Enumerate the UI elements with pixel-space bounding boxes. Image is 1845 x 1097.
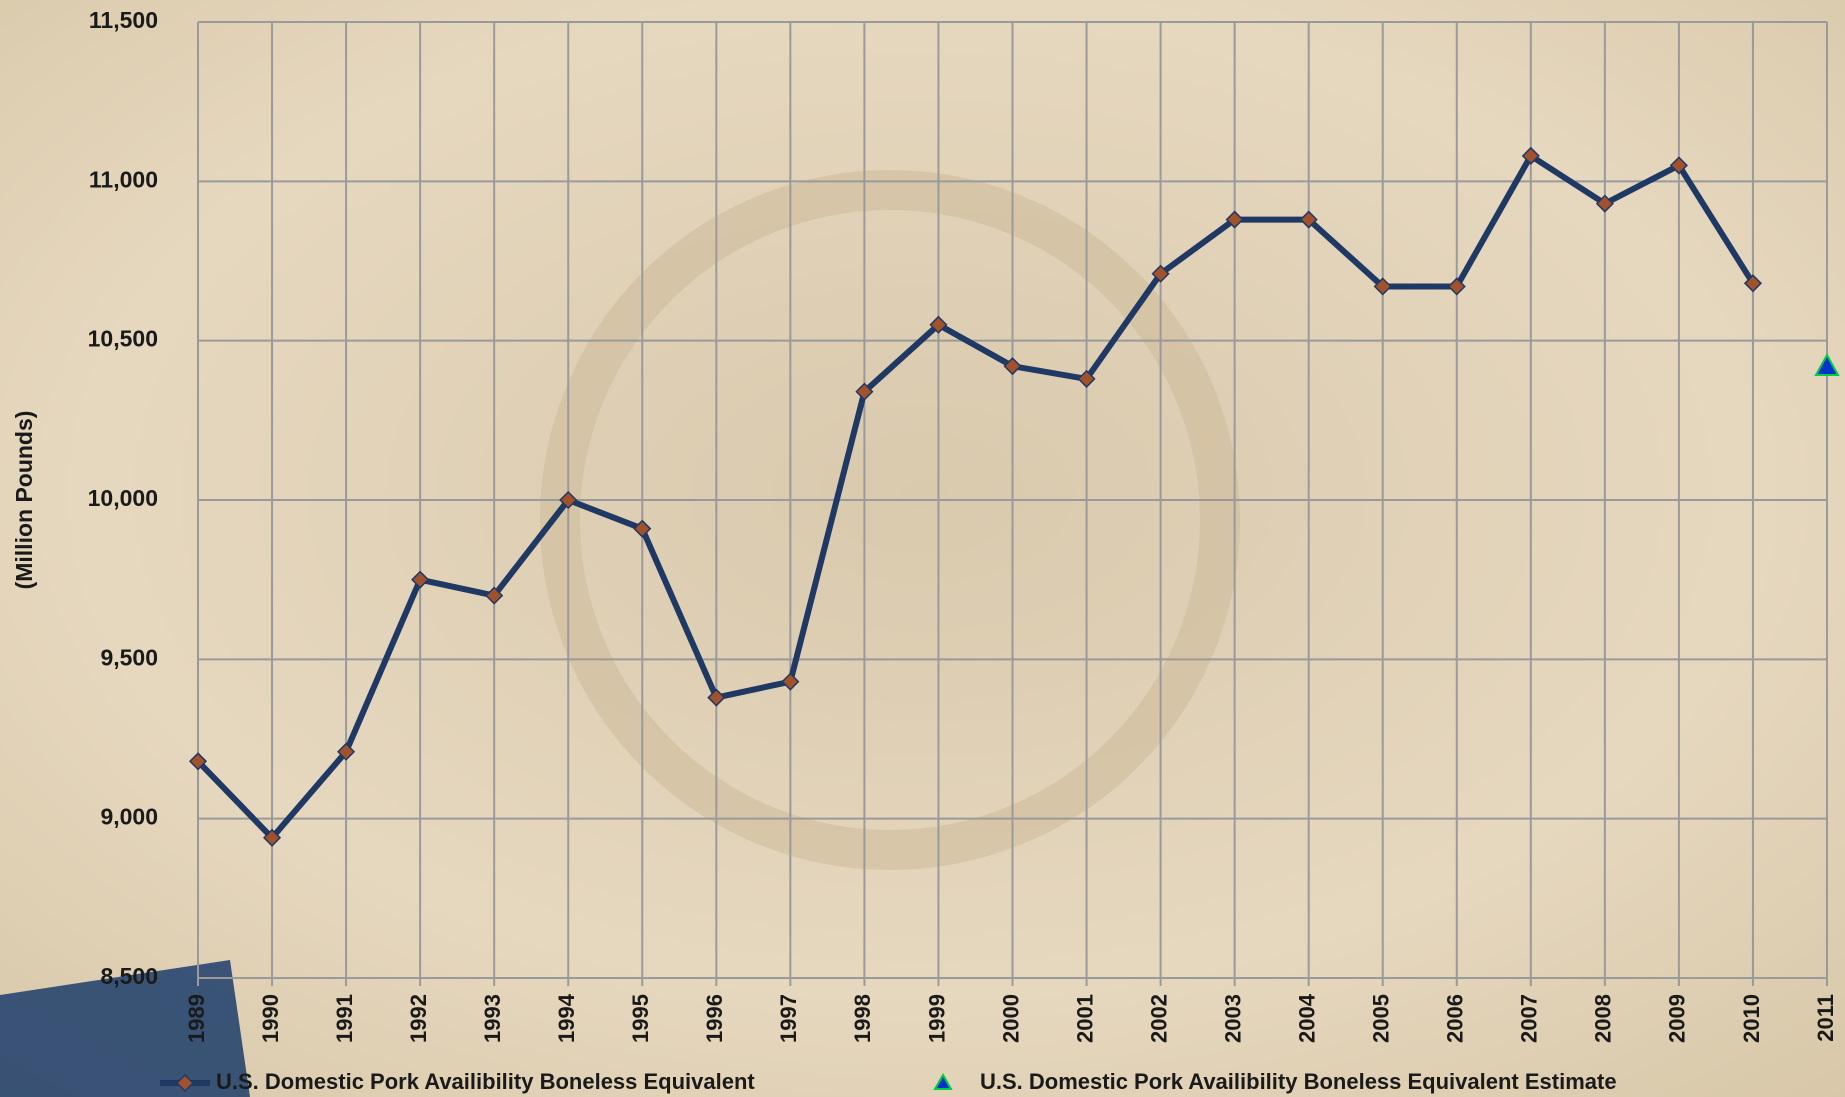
x-tick-label: 1999 (924, 994, 949, 1043)
x-tick-label: 2007 (1517, 994, 1542, 1043)
x-tick-label: 2009 (1665, 994, 1690, 1043)
x-tick-label: 1991 (332, 994, 357, 1043)
y-tick-label: 11,000 (89, 166, 158, 192)
x-tick-label: 2003 (1220, 994, 1245, 1043)
y-tick-label: 11,500 (89, 7, 158, 33)
x-tick-label: 1993 (480, 994, 505, 1043)
x-tick-label: 2005 (1369, 994, 1394, 1043)
x-tick-label: 2004 (1294, 993, 1319, 1043)
legend-label: U.S. Domestic Pork Availibility Boneless… (980, 1069, 1617, 1094)
x-tick-label: 1994 (554, 993, 579, 1043)
y-tick-label: 9,000 (100, 804, 158, 830)
legend-label: U.S. Domestic Pork Availibility Boneless… (216, 1069, 755, 1094)
x-tick-label: 2001 (1072, 994, 1097, 1043)
page: {"chart_data": {"type": "line", "y_label… (0, 0, 1845, 1097)
x-tick-label: 2002 (1146, 994, 1171, 1043)
x-tick-label: 2010 (1739, 994, 1764, 1043)
background (0, 0, 1845, 1097)
x-tick-label: 1990 (258, 994, 283, 1043)
x-tick-label: 2008 (1591, 994, 1616, 1043)
x-tick-label: 1996 (702, 994, 727, 1043)
y-tick-label: 10,500 (88, 326, 158, 352)
y-tick-label: 9,500 (100, 644, 158, 670)
x-tick-label: 2000 (998, 994, 1023, 1043)
x-tick-label: 1998 (850, 994, 875, 1043)
x-tick-label: 2006 (1443, 994, 1468, 1043)
y-tick-label: 8,500 (100, 963, 158, 989)
x-tick-label: 1997 (776, 994, 801, 1043)
chart: (Million Pounds) 8,500 9,000 9,500 10,000 10… (0, 0, 1845, 1097)
x-tick-label: 2011 (1813, 994, 1838, 1042)
y-axis-title: (Million Pounds) (11, 411, 37, 590)
x-tick-label: 1992 (406, 994, 431, 1043)
y-tick-label: 10,000 (88, 485, 158, 511)
x-tick-label: 1989 (184, 994, 209, 1043)
x-tick-label: 1995 (628, 994, 653, 1043)
